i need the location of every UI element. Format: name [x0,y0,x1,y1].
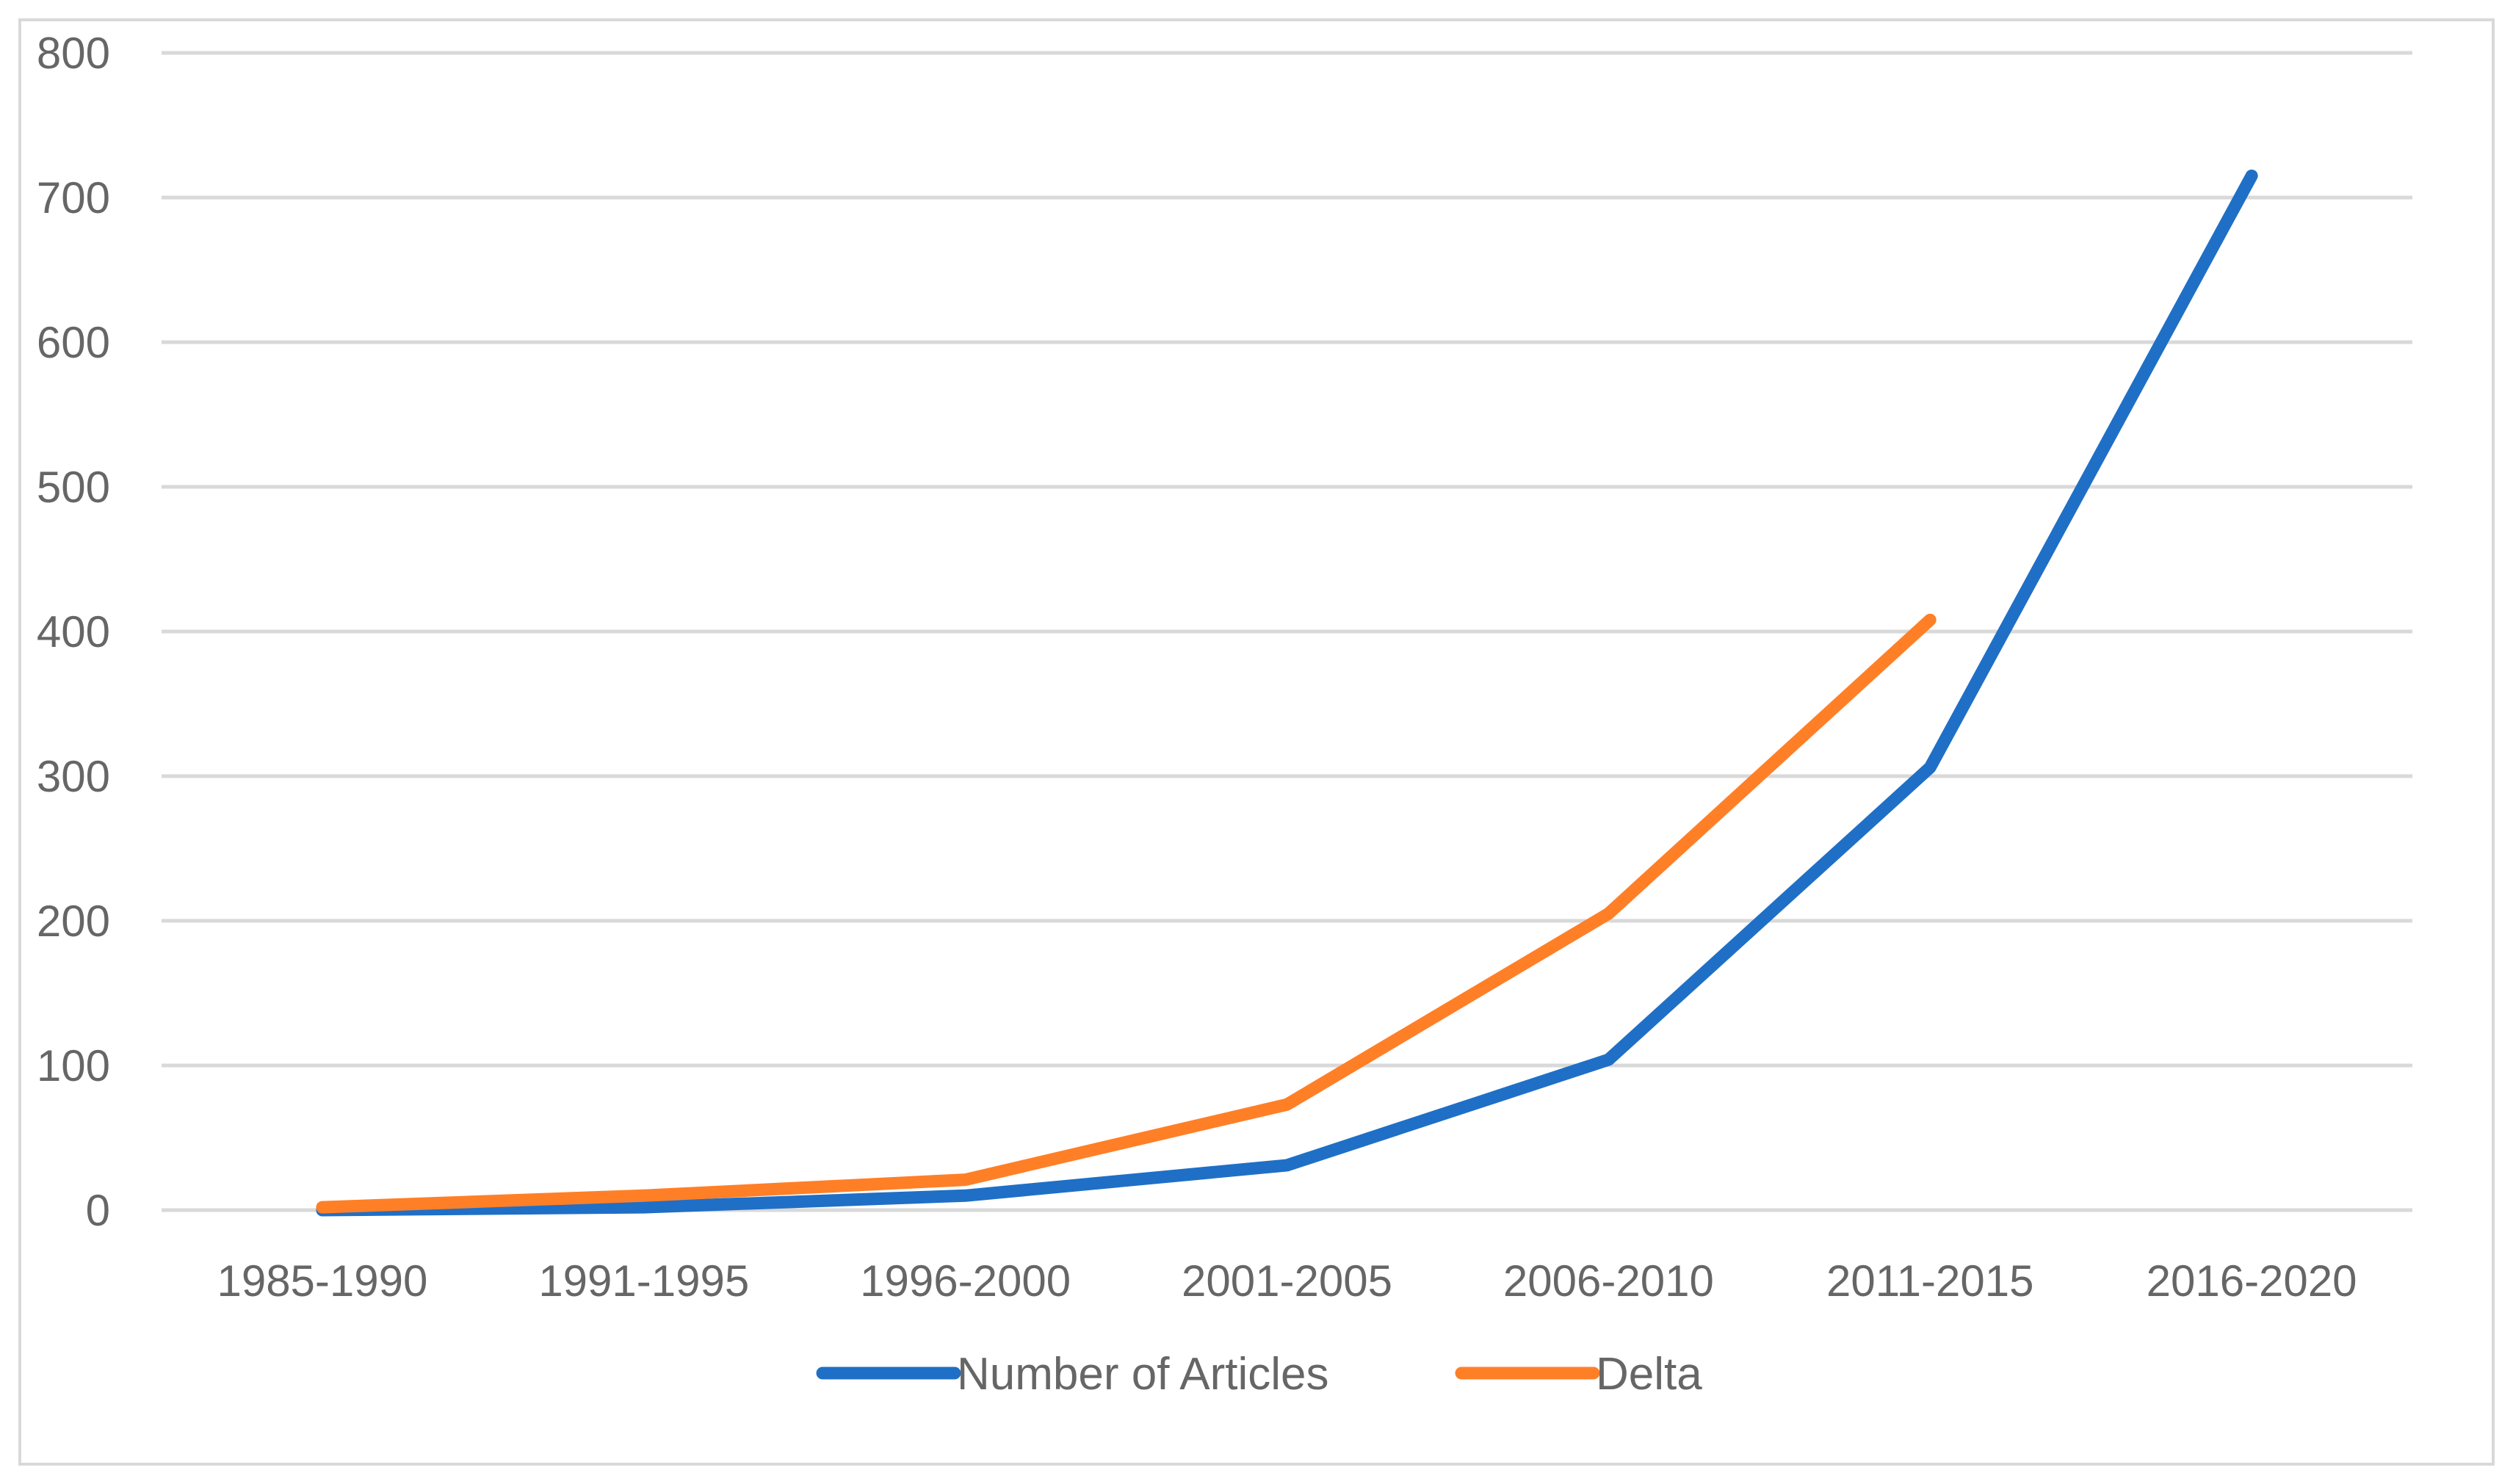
legend-label: Number of Articles [957,1349,1329,1400]
data-point [1287,1165,1288,1166]
x-tick-label: 2006-2010 [1503,1256,1714,1306]
y-tick-label: 800 [37,29,110,78]
y-tick-label: 500 [37,463,110,512]
series-line-1 [316,169,2258,1217]
y-tick-label: 700 [37,173,110,222]
legend-label: Delta [1596,1349,1702,1400]
data-point [965,1179,966,1181]
x-axis-ticks: 1985-1990 1991-1995 1996-2000 2001-2005 2006… [217,1256,2357,1306]
series-line-2 [316,613,1937,1214]
gridlines [162,51,2412,1212]
data-point [1608,913,1609,914]
data-point [322,1206,323,1208]
x-tick-label: 1996-2000 [860,1256,1071,1306]
data-point [1929,767,1931,768]
series-lines [316,169,2258,1217]
y-axis-ticks: 0 100 200 300 400 500 600 700 800 [37,29,110,1235]
data-point [965,1195,966,1196]
data-point [1608,1059,1609,1060]
data-point [2251,175,2252,176]
y-tick-label: 0 [86,1186,110,1235]
x-tick-label: 1991-1995 [538,1256,749,1306]
x-tick-label: 2011-2015 [1826,1256,2033,1306]
x-tick-label: 2001-2005 [1182,1256,1392,1306]
data-point [1929,619,1931,620]
y-tick-label: 100 [37,1041,110,1090]
legend: Number of Articles Delta [816,1349,1702,1400]
y-tick-label: 400 [37,607,110,656]
data-point [643,1206,645,1208]
chart-frame [18,18,2495,1466]
y-tick-label: 300 [37,752,110,801]
data-point [643,1195,645,1196]
x-tick-label: 2016-2020 [2147,1256,2357,1306]
y-tick-label: 600 [37,318,110,367]
y-tick-label: 200 [37,897,110,946]
data-point [1287,1104,1288,1105]
x-tick-label: 1985-1990 [217,1256,427,1306]
